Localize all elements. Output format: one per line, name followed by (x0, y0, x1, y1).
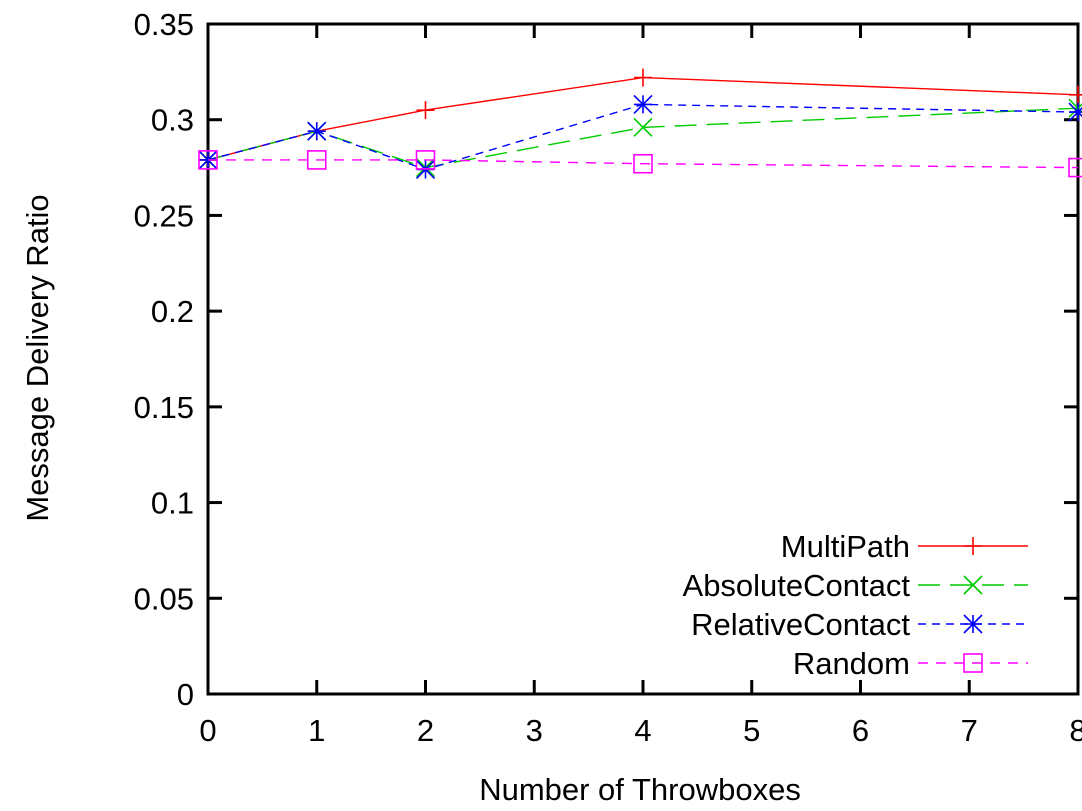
y-tick-label: 0.3 (151, 103, 194, 138)
data-point (1068, 102, 1082, 122)
series-line (207, 76, 1079, 161)
legend-marker (964, 537, 982, 555)
series-line (207, 107, 1079, 169)
x-tick-label: 6 (852, 713, 869, 748)
plot-border (206, 22, 1080, 696)
legend-label: Random (793, 646, 910, 681)
data-point (306, 150, 327, 170)
data-point (633, 94, 653, 114)
y-tick-label: 0.35 (134, 7, 194, 42)
axis-ticks: 0 0.05 0.1 0.15 0.2 0.25 0.3 0.35 0 1 2 3 4 5 6 7 8 (134, 7, 1082, 748)
data-point (416, 101, 435, 120)
y-tick-label: 0.2 (151, 294, 194, 329)
data-point (1069, 85, 1082, 104)
legend-item: MultiPath (781, 529, 1028, 564)
series-multipath (199, 68, 1082, 169)
legend-marker (963, 575, 983, 595)
y-tick-label: 0.15 (134, 390, 194, 425)
x-tick-label: 4 (634, 713, 651, 748)
x-tick-label: 8 (1069, 713, 1082, 748)
x-tick-label: 2 (417, 713, 434, 748)
y-tick-label: 0 (177, 677, 194, 712)
data-point (1068, 157, 1082, 178)
series-absolutecontact (198, 98, 1082, 178)
plot-frame (206, 22, 1080, 696)
data-point (198, 150, 218, 170)
legend-label: AbsoluteContact (683, 568, 911, 603)
legend-label: RelativeContact (691, 607, 910, 642)
legend-item: Random (793, 646, 1028, 681)
data-point (633, 117, 653, 137)
x-tick-label: 5 (743, 713, 760, 748)
legend-item: AbsoluteContact (683, 568, 1028, 603)
data-point (634, 68, 652, 87)
series-line (208, 159, 1079, 169)
y-tick-label: 0.1 (151, 486, 194, 521)
legend: MultiPath AbsoluteContact RelativeContact R… (683, 529, 1028, 681)
legend-marker (963, 653, 983, 673)
legend-marker (963, 614, 983, 634)
x-tick-label: 3 (526, 713, 543, 748)
data-point (307, 121, 327, 141)
series-lines (198, 68, 1082, 180)
y-axis-title: Message Delivery Ratio (20, 194, 55, 521)
data-point (415, 150, 436, 170)
y-tick-label: 0.25 (134, 198, 194, 233)
x-tick-label: 1 (308, 713, 325, 748)
legend-item: RelativeContact (691, 607, 1028, 642)
legend-label: MultiPath (781, 529, 910, 564)
x-tick-label: 7 (961, 713, 978, 748)
data-point (633, 153, 653, 174)
x-axis-title: Number of Throwboxes (479, 772, 801, 807)
series-random (198, 150, 1082, 178)
x-tick-label: 0 (199, 713, 216, 748)
y-tick-label: 0.05 (134, 581, 194, 616)
